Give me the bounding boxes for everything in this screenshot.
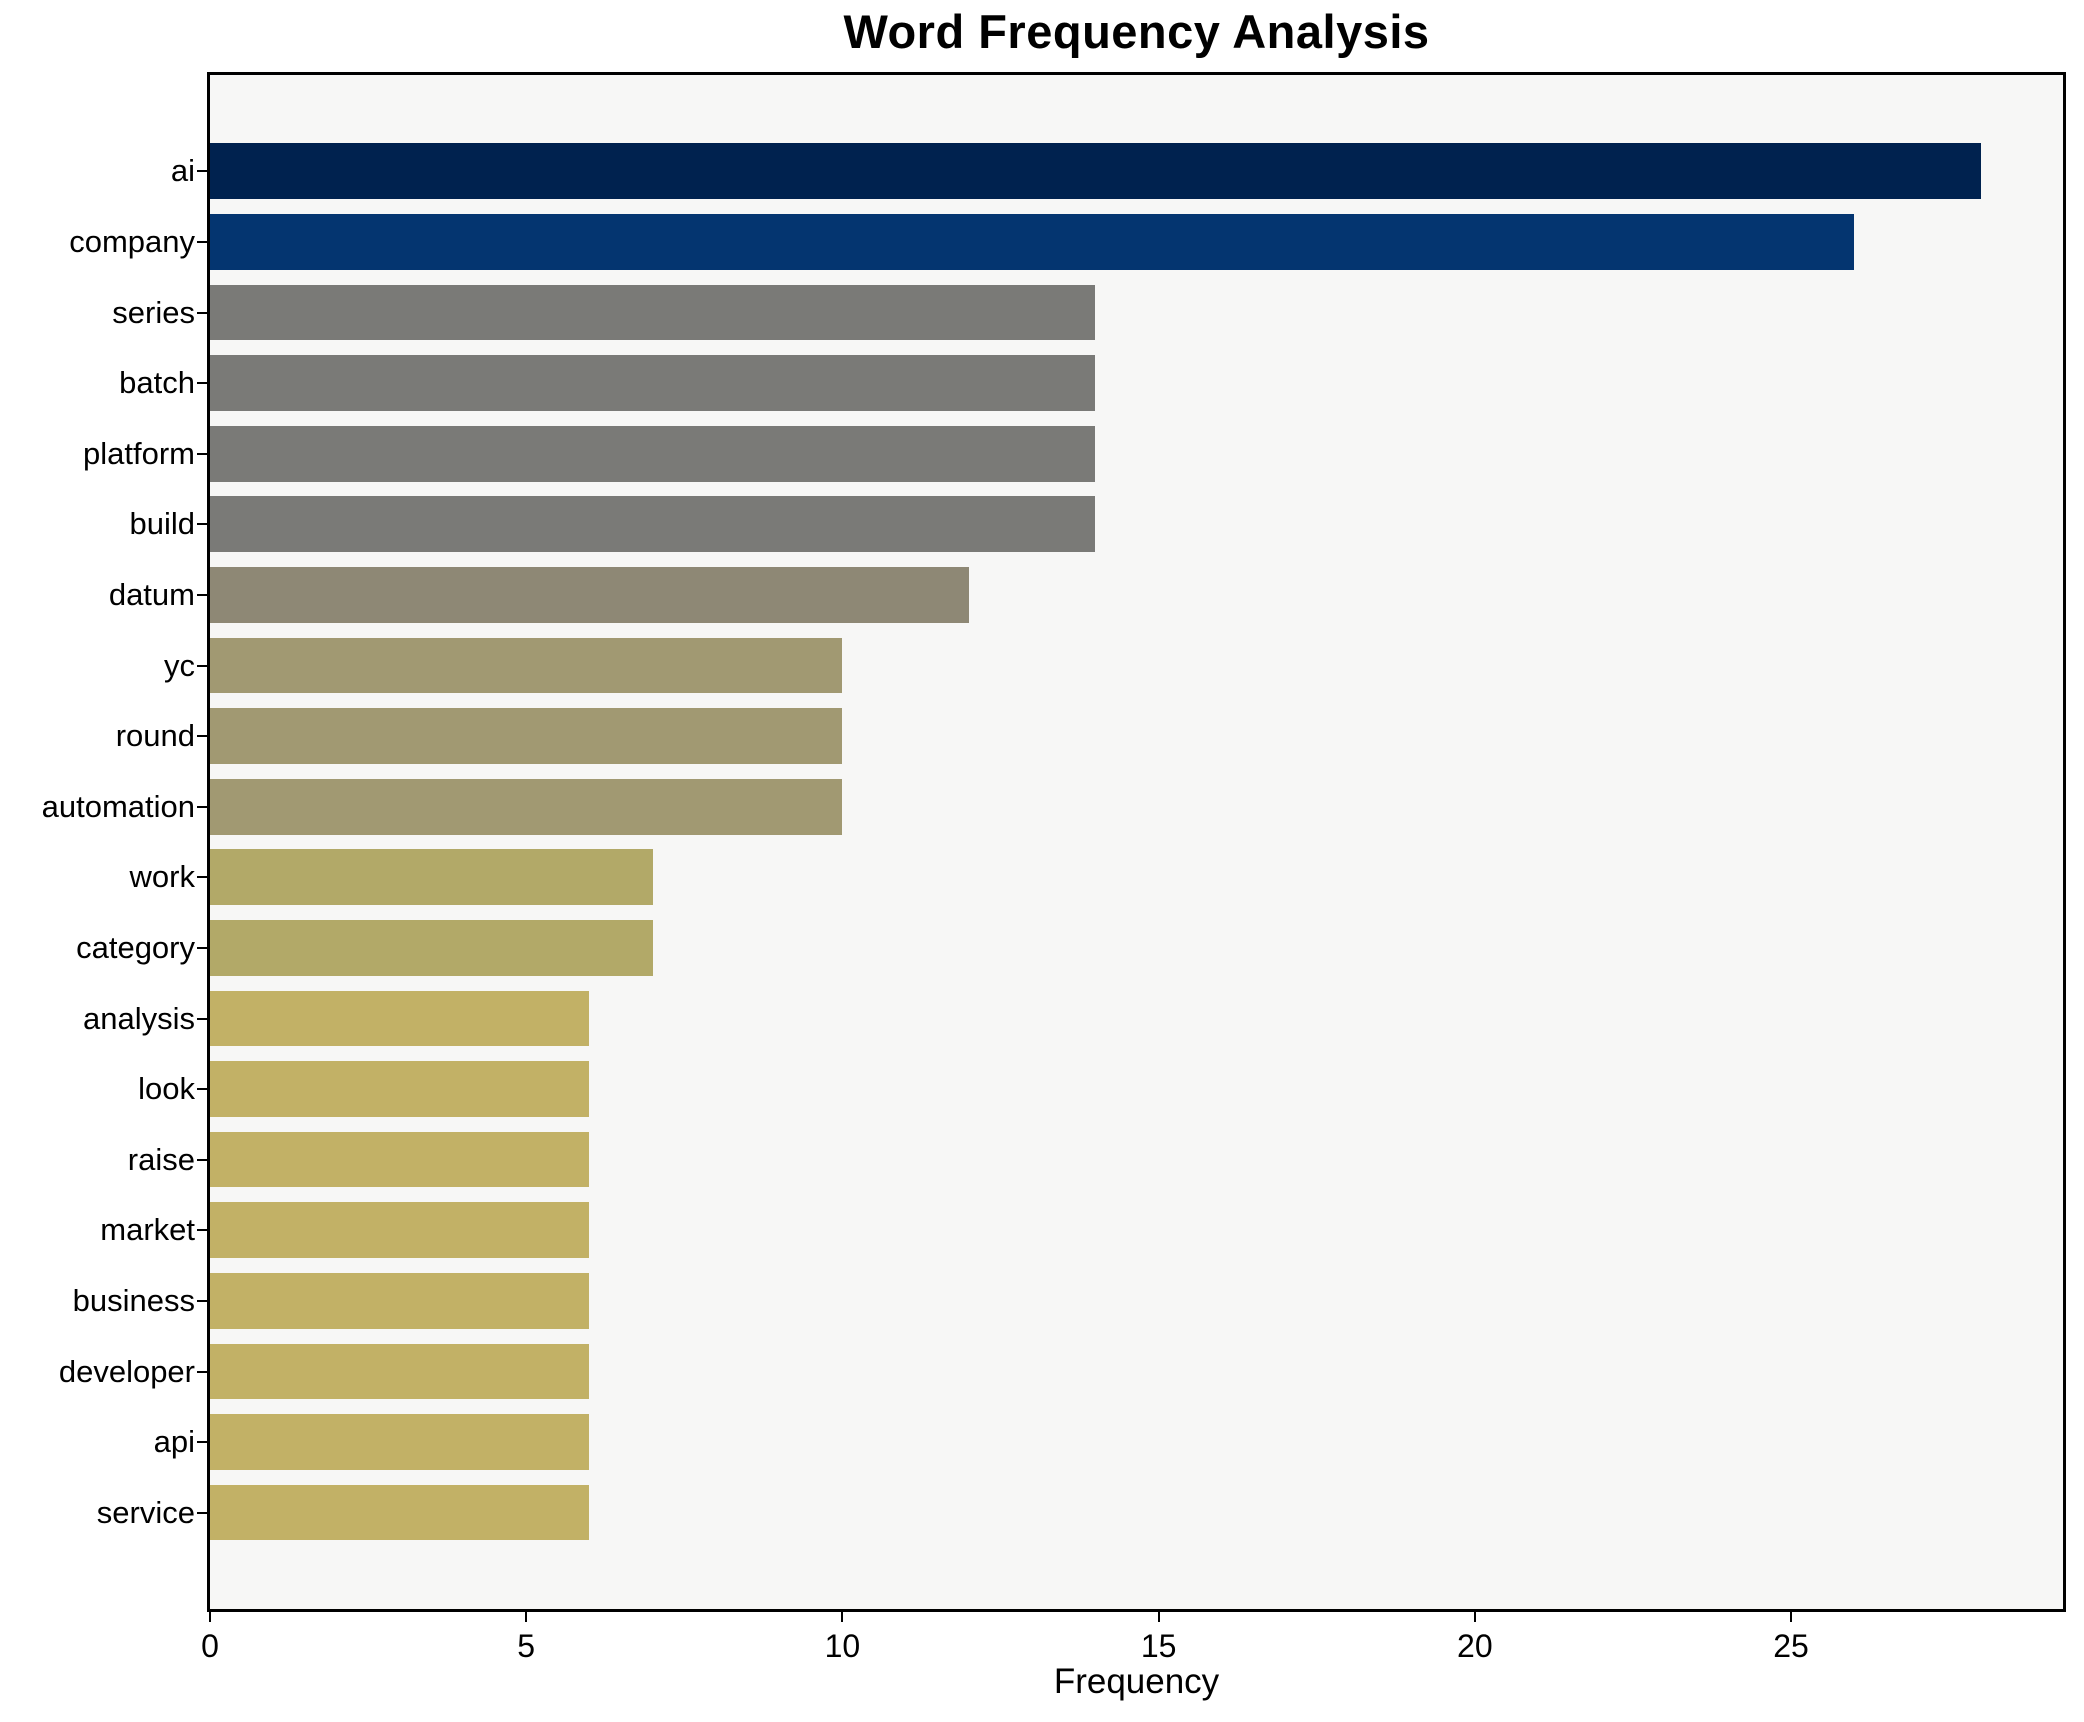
- bar-row: [210, 1266, 2063, 1337]
- bar-yc: [210, 637, 843, 694]
- bar-row: [210, 277, 2063, 348]
- x-tick-label-0: 0: [201, 1628, 219, 1664]
- y-tick-label-developer: developer: [58, 1353, 195, 1389]
- y-tick-mark: [197, 1229, 207, 1232]
- bar-company: [210, 214, 1855, 270]
- bar-row: [210, 1124, 2063, 1195]
- bar-row: [210, 1054, 2063, 1125]
- y-tick-label-round: round: [115, 718, 195, 754]
- y-tick-mark: [197, 735, 207, 738]
- y-tick-label-batch: batch: [119, 365, 195, 401]
- x-tick-label-15: 15: [1140, 1628, 1177, 1664]
- y-tick-mark: [197, 382, 207, 385]
- bar-row: [210, 1336, 2063, 1407]
- x-axis-label: Frequency: [1053, 1662, 1220, 1701]
- x-tick-mark: [841, 1612, 844, 1622]
- y-tick-mark: [197, 876, 207, 879]
- bars-container: [210, 136, 2063, 1548]
- y-tick-mark: [197, 170, 207, 173]
- y-tick-label-platform: platform: [83, 435, 195, 471]
- bar-category: [210, 919, 653, 976]
- bar-row: [210, 913, 2063, 984]
- bar-row: [210, 560, 2063, 631]
- y-tick-mark: [197, 1511, 207, 1514]
- y-tick-label-company: company: [69, 223, 195, 259]
- bar-raise: [210, 1131, 590, 1188]
- y-tick-label-work: work: [129, 859, 195, 895]
- bar-market: [210, 1202, 590, 1259]
- bar-row: [210, 348, 2063, 419]
- y-tick-mark: [197, 664, 207, 667]
- y-tick-label-service: service: [96, 1494, 195, 1530]
- x-tick-mark: [1790, 1612, 1793, 1622]
- y-tick-label-analysis: analysis: [83, 1000, 195, 1036]
- y-tick-label-business: business: [72, 1282, 195, 1318]
- bar-business: [210, 1272, 590, 1329]
- x-tick-mark: [1157, 1612, 1160, 1622]
- bar-row: [210, 630, 2063, 701]
- bar-row: [210, 1195, 2063, 1266]
- bar-service: [210, 1484, 590, 1541]
- y-tick-mark: [197, 805, 207, 808]
- y-tick-mark: [197, 311, 207, 314]
- bar-round: [210, 708, 843, 764]
- x-tick-mark: [1473, 1612, 1476, 1622]
- y-tick-mark: [197, 1158, 207, 1161]
- y-tick-mark: [197, 523, 207, 526]
- y-tick-mark: [197, 946, 207, 949]
- bar-datum: [210, 566, 969, 623]
- y-tick-mark: [197, 1370, 207, 1373]
- y-tick-mark: [197, 240, 207, 243]
- y-tick-label-api: api: [153, 1424, 195, 1460]
- y-tick-mark: [197, 593, 207, 596]
- y-tick-label-market: market: [100, 1212, 195, 1248]
- y-tick-mark: [197, 1088, 207, 1091]
- bar-row: [210, 1477, 2063, 1548]
- x-tick-label-25: 25: [1773, 1628, 1809, 1664]
- y-tick-label-automation: automation: [41, 788, 195, 824]
- x-tick-label-10: 10: [824, 1628, 861, 1664]
- bar-ai: [210, 143, 1981, 200]
- y-tick-label-build: build: [129, 506, 196, 542]
- bar-platform: [210, 425, 1096, 482]
- x-axis: 0 5 10 15 20 25: [201, 1612, 2063, 1712]
- y-tick-label-datum: datum: [108, 576, 195, 612]
- y-tick-label-yc: yc: [164, 647, 195, 683]
- x-tick-mark: [525, 1612, 528, 1622]
- y-tick-mark: [197, 1299, 207, 1302]
- bar-work: [210, 849, 653, 906]
- x-tick-label-5: 5: [517, 1628, 536, 1664]
- y-tick-mark: [197, 1441, 207, 1444]
- y-tick-label-ai: ai: [170, 153, 195, 189]
- x-tick-label-20: 20: [1457, 1628, 1493, 1664]
- bar-row: [210, 489, 2063, 560]
- y-tick-mark: [197, 1017, 207, 1020]
- bar-row: [210, 701, 2063, 772]
- bar-row: [210, 983, 2063, 1054]
- y-tick-label-raise: raise: [127, 1141, 195, 1177]
- bar-developer: [210, 1343, 590, 1400]
- plot-area: [207, 72, 2066, 1612]
- y-tick-label-look: look: [138, 1071, 195, 1107]
- bar-batch: [210, 355, 1096, 411]
- y-tick-label-category: category: [76, 929, 195, 965]
- bar-automation: [210, 778, 843, 835]
- bar-series: [210, 284, 1096, 341]
- bar-row: [210, 418, 2063, 489]
- bar-api: [210, 1414, 590, 1470]
- bar-row: [210, 1407, 2063, 1478]
- y-tick-mark: [197, 452, 207, 455]
- bar-row: [210, 136, 2063, 207]
- x-tick-mark: [209, 1612, 211, 1622]
- bar-row: [210, 207, 2063, 278]
- chart-title: Word Frequency Analysis: [843, 5, 1430, 58]
- y-tick-label-series: series: [112, 294, 195, 330]
- bar-row: [210, 771, 2063, 842]
- bar-row: [210, 842, 2063, 913]
- bar-build: [210, 496, 1096, 553]
- bar-look: [210, 1061, 590, 1117]
- bar-analysis: [210, 990, 590, 1047]
